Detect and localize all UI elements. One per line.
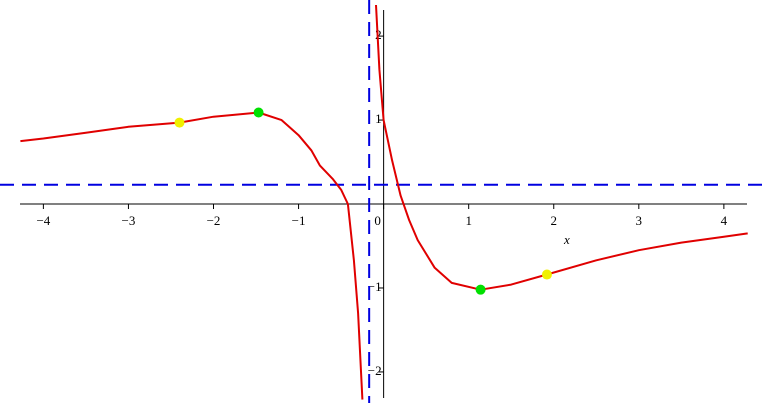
x-tick-label: 1 [465, 213, 472, 228]
x-tick-label: 4 [721, 213, 728, 228]
x-tick-label: −3 [122, 213, 136, 228]
point [475, 284, 486, 295]
x-tick-label: −2 [207, 213, 221, 228]
x-tick-label: 3 [636, 213, 643, 228]
point [541, 269, 552, 280]
point [174, 117, 185, 128]
y-tick-label: 1 [375, 111, 382, 126]
y-tick-label: −1 [368, 279, 382, 294]
y-tick-label: −2 [368, 363, 382, 378]
curve [20, 4, 748, 400]
point [253, 107, 264, 118]
x-tick-label: −4 [36, 213, 50, 228]
x-axis-label: x [563, 232, 570, 247]
x-tick-label: −1 [292, 213, 306, 228]
x-tick-label: 2 [550, 213, 557, 228]
x-tick-label: 0 [374, 213, 381, 228]
